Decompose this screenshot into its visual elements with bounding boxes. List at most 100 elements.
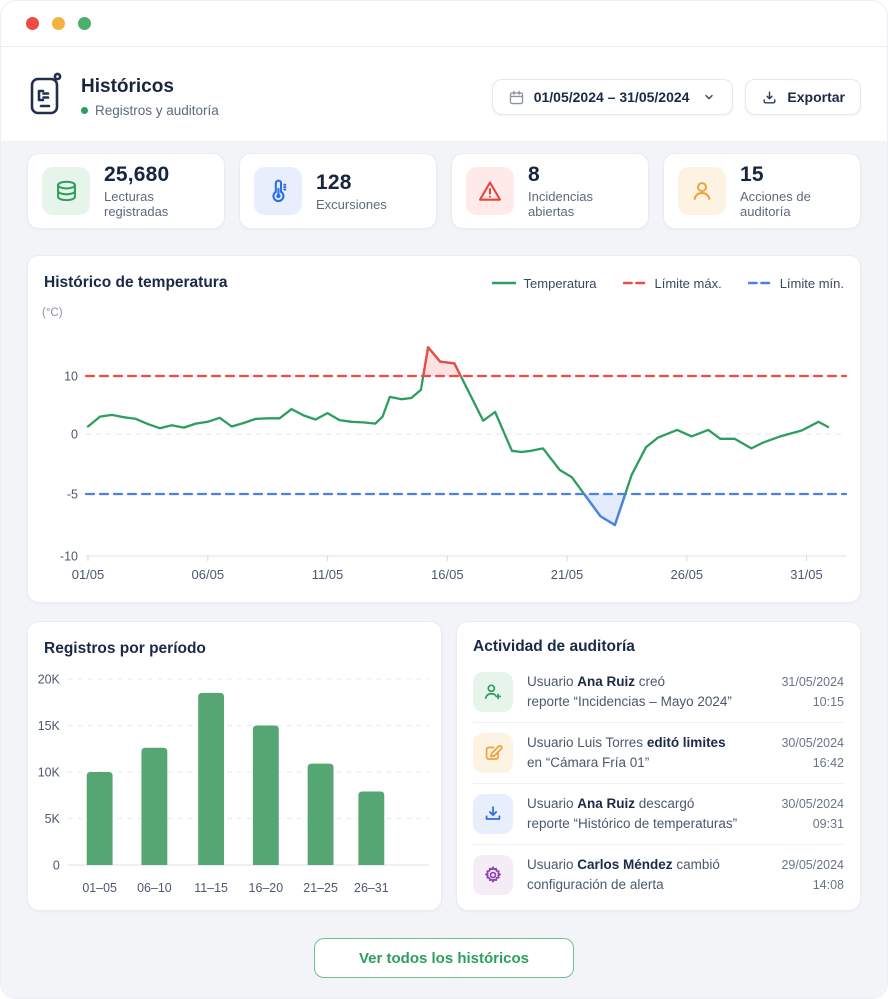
legend-item: Límite mín. [747,275,844,291]
activity-list: Usuario Ana Ruiz creó reporte “Incidencia… [473,662,844,905]
status-dot [81,107,88,114]
date-range-picker[interactable]: 01/05/2024 – 31/05/2024 [491,79,734,115]
stat-card: 15 Acciones de auditoría [663,153,861,229]
export-button[interactable]: Exportar [745,79,861,115]
stat-value: 15 [740,163,764,186]
stat-card: 25,680 Lecturas registradas [27,153,225,229]
stat-label: Incidencias abiertas [528,189,594,219]
y-axis-tick: 20K [38,672,61,686]
x-axis-tick: 26/05 [671,567,704,582]
date-range-value: 01/05/2024 – 31/05/2024 [533,89,690,105]
stat-label: Excursiones [316,196,387,212]
y-axis-unit: (°C) [42,307,63,319]
export-label: Exportar [787,89,845,105]
stat-label: Acciones de auditoría [740,189,811,219]
activity-time: 14:08 [812,878,844,892]
activity-text-segment: editó limites [646,735,726,750]
stat-value: 128 [316,170,352,194]
activity-text-segment: Carlos Méndez [577,857,673,872]
page-subtitle: Registros y auditoría [81,103,219,118]
activity-time: 10:15 [812,695,844,709]
stat-value: 25,680 [104,163,170,186]
page-subtitle-label: Registros y auditoría [95,103,219,118]
activity-text-segment: Ana Ruiz [577,796,636,811]
y-axis-tick: 10 [64,370,78,384]
activity-text-segment: creó [635,674,666,689]
records-chart-card: Registros por período 20K 15K 10K 5K 0 01–05 0… [27,621,442,911]
y-axis-tick: 5K [45,812,61,826]
legend-swatch [747,281,772,285]
x-axis-tick: 26–31 [354,881,389,895]
x-axis-tick: 21/05 [551,567,584,582]
legend-swatch [491,281,516,285]
bar [198,692,225,865]
x-axis-tick: 01–05 [82,881,117,895]
y-axis-tick: -10 [60,550,78,564]
excursion-high-area [423,347,461,376]
user-plus-icon [473,672,513,712]
close-button[interactable] [26,17,39,30]
x-axis-tick: 21–25 [303,881,338,895]
database-icon [42,167,90,215]
records-chart-title: Registros por período [44,640,206,657]
activity-date: 29/05/2024 [781,858,844,872]
activity-text-segment: reporte “Histórico de temperaturas” [527,816,738,831]
main-content: 25,680 Lecturas registradas 128 Excursio… [1,153,887,978]
activity-item: Usuario Carlos Méndez cambió configuració… [473,844,844,905]
activity-time: 16:42 [812,756,844,770]
x-axis-tick: 16–20 [249,881,284,895]
stat-card: 8 Incidencias abiertas [451,153,649,229]
legend-label: Límite máx. [654,275,722,291]
temperature-line-low [582,492,627,527]
bar [358,791,385,865]
activity-text-segment: en “Cámara Fría 01” [527,755,650,770]
bar [252,725,279,865]
view-all-button[interactable]: Ver todos los históricos [314,938,574,978]
activity-text-segment: Usuario [527,857,578,872]
activity-text-segment: Usuario [527,796,578,811]
page-header: Históricos Registros y auditoría 01/05/2… [1,47,887,141]
x-axis-tick: 01/05 [72,567,105,582]
temperature-chart-title: Histórico de temperatura [44,274,228,291]
activity-date: 30/05/2024 [781,736,844,750]
warning-icon [466,167,514,215]
legend-item: Límite máx. [622,275,722,291]
x-axis-tick: 31/05 [790,567,823,582]
activity-description: Usuario Ana Ruiz creó reporte “Incidencia… [513,672,781,712]
activity-time: 09:31 [812,817,844,831]
bar [141,747,168,865]
activity-text-segment: Usuario [527,674,578,689]
activity-date: 30/05/2024 [781,797,844,811]
y-axis-tick: 0 [71,428,78,442]
activity-timestamp: 30/05/2024 16:42 [781,733,844,773]
temperature-chart-card: Histórico de temperatura Temperatura Lím… [27,255,861,603]
thermometer-icon [254,167,302,215]
activity-date: 31/05/2024 [781,675,844,689]
legend-label: Temperatura [523,275,597,291]
stats-row: 25,680 Lecturas registradas 128 Excursio… [27,153,861,229]
x-axis-tick: 06–10 [137,881,172,895]
legend-label: Límite mín. [779,275,844,291]
stat-card: 128 Excursiones [239,153,437,229]
edit-icon [473,733,513,773]
legend-item: Temperatura [491,275,597,291]
calendar-icon [508,89,525,106]
activity-description: Usuario Ana Ruiz descargó reporte “Histór… [513,794,781,834]
bar [307,763,334,865]
activity-timestamp: 29/05/2024 14:08 [781,855,844,895]
download-tray-icon [473,794,513,834]
y-axis-tick: -5 [67,488,78,502]
y-axis-tick: 0 [53,858,60,872]
maximize-button[interactable] [78,17,91,30]
stat-label: Lecturas registradas [104,189,169,219]
temperature-chart: (°C) 10 0 -5 -10 01/05 06/05 11/05 16/05 21/05 26/… [42,307,848,582]
x-axis-tick: 06/05 [192,567,225,582]
stat-value: 8 [528,163,540,186]
user-icon [678,167,726,215]
minimize-button[interactable] [52,17,65,30]
y-axis-tick: 15K [38,719,61,733]
window-titlebar [1,1,887,47]
x-axis-tick: 16/05 [431,567,464,582]
activity-text-segment: configuración de alerta [527,877,664,892]
